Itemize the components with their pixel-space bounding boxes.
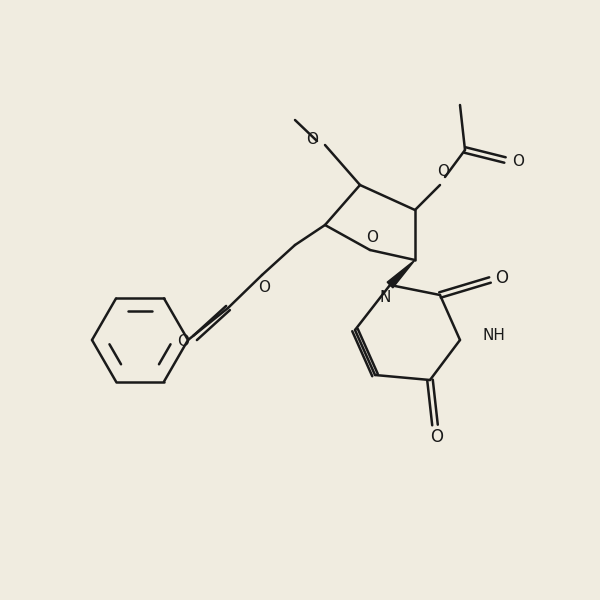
Text: O: O xyxy=(177,334,189,349)
Polygon shape xyxy=(387,260,415,288)
Text: NH: NH xyxy=(482,328,505,343)
Text: O: O xyxy=(437,164,449,179)
Text: O: O xyxy=(306,133,318,148)
Text: O: O xyxy=(258,280,270,295)
Text: O: O xyxy=(496,269,509,287)
Text: N: N xyxy=(379,289,391,304)
Text: O: O xyxy=(512,154,524,169)
Text: O: O xyxy=(431,428,443,446)
Text: O: O xyxy=(366,229,378,245)
